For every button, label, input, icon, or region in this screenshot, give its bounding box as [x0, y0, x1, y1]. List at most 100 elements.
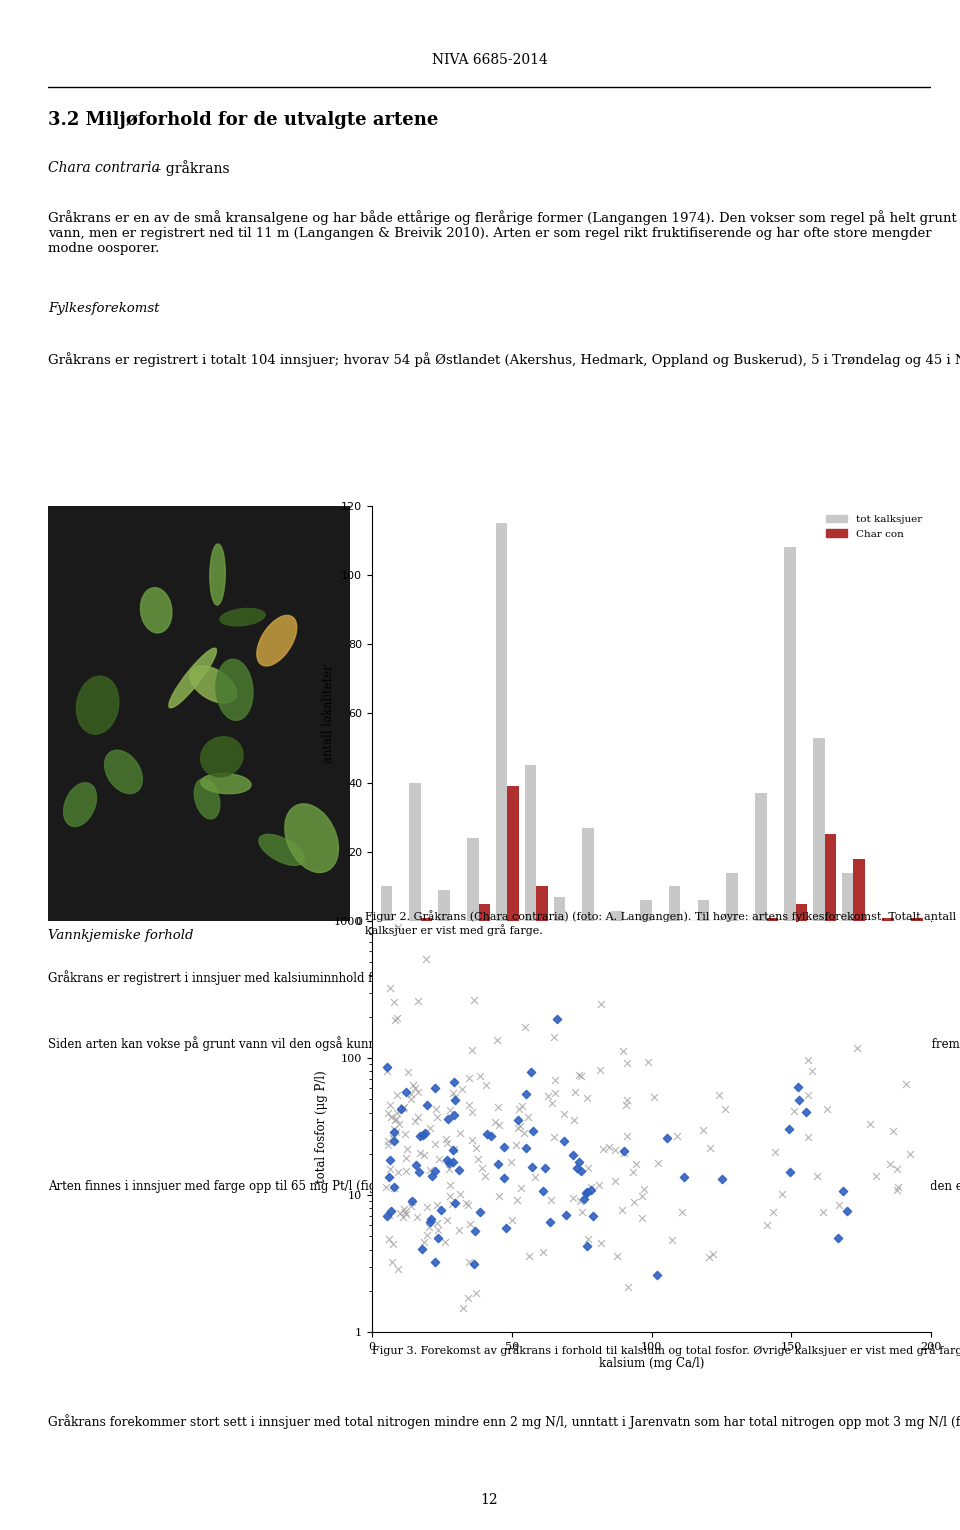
Text: Figur 2. Gråkrans (Chara contraria) (foto: A. Langangen). Til høyre: artens fylk: Figur 2. Gråkrans (Chara contraria) (fot… [365, 910, 956, 936]
Point [430, 1218, 445, 1242]
Point [543, 1187, 559, 1212]
Bar [537, 886, 548, 921]
Point [396, 1095, 411, 1120]
Point [398, 1158, 414, 1183]
Point [518, 1135, 534, 1160]
Point [462, 1066, 477, 1091]
Point [540, 1083, 556, 1108]
Point [546, 1125, 562, 1149]
Point [640, 1050, 656, 1074]
Ellipse shape [201, 737, 243, 777]
Ellipse shape [257, 615, 297, 666]
Point [396, 1196, 412, 1221]
Point [392, 1201, 407, 1226]
Bar [756, 793, 767, 921]
Ellipse shape [194, 779, 220, 819]
Point [882, 1152, 898, 1177]
Point [475, 1157, 491, 1181]
Point [581, 1155, 596, 1180]
Bar [612, 910, 623, 921]
Point [467, 988, 482, 1013]
Point [462, 1250, 477, 1274]
Point [517, 1016, 533, 1040]
Point [608, 1138, 623, 1163]
Point [382, 1157, 397, 1181]
Point [619, 1051, 635, 1076]
Point [478, 1073, 493, 1097]
Point [404, 1190, 420, 1215]
Text: NIVA 6685-2014: NIVA 6685-2014 [432, 54, 547, 67]
Point [634, 1183, 649, 1207]
Point [580, 1235, 595, 1259]
Text: Figur 3. Forekomst av gråkrans i forhold til kalsium og total fosfor. Øvrige kal: Figur 3. Forekomst av gråkrans i forhold… [372, 1345, 960, 1356]
Point [781, 1117, 797, 1141]
Point [428, 1076, 444, 1100]
Point [439, 1128, 454, 1152]
Text: Chara contraria: Chara contraria [48, 161, 160, 174]
Bar [583, 828, 594, 921]
Point [380, 1129, 396, 1154]
Point [613, 1198, 629, 1222]
Point [768, 1140, 783, 1164]
Point [441, 1106, 456, 1131]
Bar [669, 886, 681, 921]
Bar [438, 890, 449, 921]
Bar [825, 834, 836, 921]
Point [472, 1200, 488, 1224]
Point [423, 1207, 439, 1232]
Point [496, 1135, 512, 1160]
Bar [698, 900, 709, 921]
Text: 12: 12 [481, 1493, 498, 1507]
Point [535, 1178, 550, 1203]
Point [886, 1118, 901, 1143]
Point [388, 1008, 403, 1033]
Point [429, 1192, 444, 1216]
Point [804, 1059, 820, 1083]
Point [379, 1059, 395, 1083]
Text: Gråkrans er en av de små kransalgene og har både ettårige og flerårige former (L: Gråkrans er en av de små kransalgene og … [48, 211, 957, 256]
Point [549, 1007, 564, 1031]
Point [711, 1082, 727, 1106]
Point [446, 1103, 462, 1128]
Point [547, 1080, 563, 1105]
Point [489, 1028, 504, 1053]
Point [429, 1105, 444, 1129]
Point [508, 1132, 523, 1157]
Point [381, 1203, 396, 1227]
Point [573, 1158, 588, 1183]
Point [397, 1121, 413, 1146]
Point [616, 1138, 632, 1163]
Point [616, 1140, 632, 1164]
Point [593, 991, 609, 1016]
Point [383, 1200, 398, 1224]
Point [538, 1157, 553, 1181]
Ellipse shape [63, 783, 97, 826]
Point [899, 1071, 914, 1095]
Point [381, 1227, 396, 1252]
Point [523, 1060, 539, 1085]
Text: Gråkrans forekommer stort sett i innsjuer med total nitrogen mindre enn 2 mg N/l: Gråkrans forekommer stort sett i innsjue… [48, 1415, 960, 1429]
Point [527, 1166, 542, 1190]
Point [443, 1184, 458, 1209]
Text: – gråkrans: – gråkrans [150, 161, 229, 176]
Text: Fylkesforekomst: Fylkesforekomst [48, 301, 159, 315]
Bar [640, 900, 652, 921]
Point [446, 1137, 462, 1161]
Point [392, 1112, 407, 1137]
Point [447, 1190, 463, 1215]
Point [413, 1123, 428, 1148]
Point [428, 1097, 444, 1121]
Point [705, 1242, 720, 1267]
Point [407, 1076, 422, 1100]
Point [410, 1105, 425, 1129]
Point [516, 1121, 532, 1146]
Point [420, 1195, 435, 1219]
Point [410, 988, 425, 1013]
Point [447, 1085, 463, 1109]
Point [417, 1143, 432, 1167]
Point [452, 1181, 468, 1206]
Point [479, 1121, 494, 1146]
Point [868, 1163, 883, 1187]
Bar [508, 786, 519, 921]
Point [407, 1108, 422, 1132]
